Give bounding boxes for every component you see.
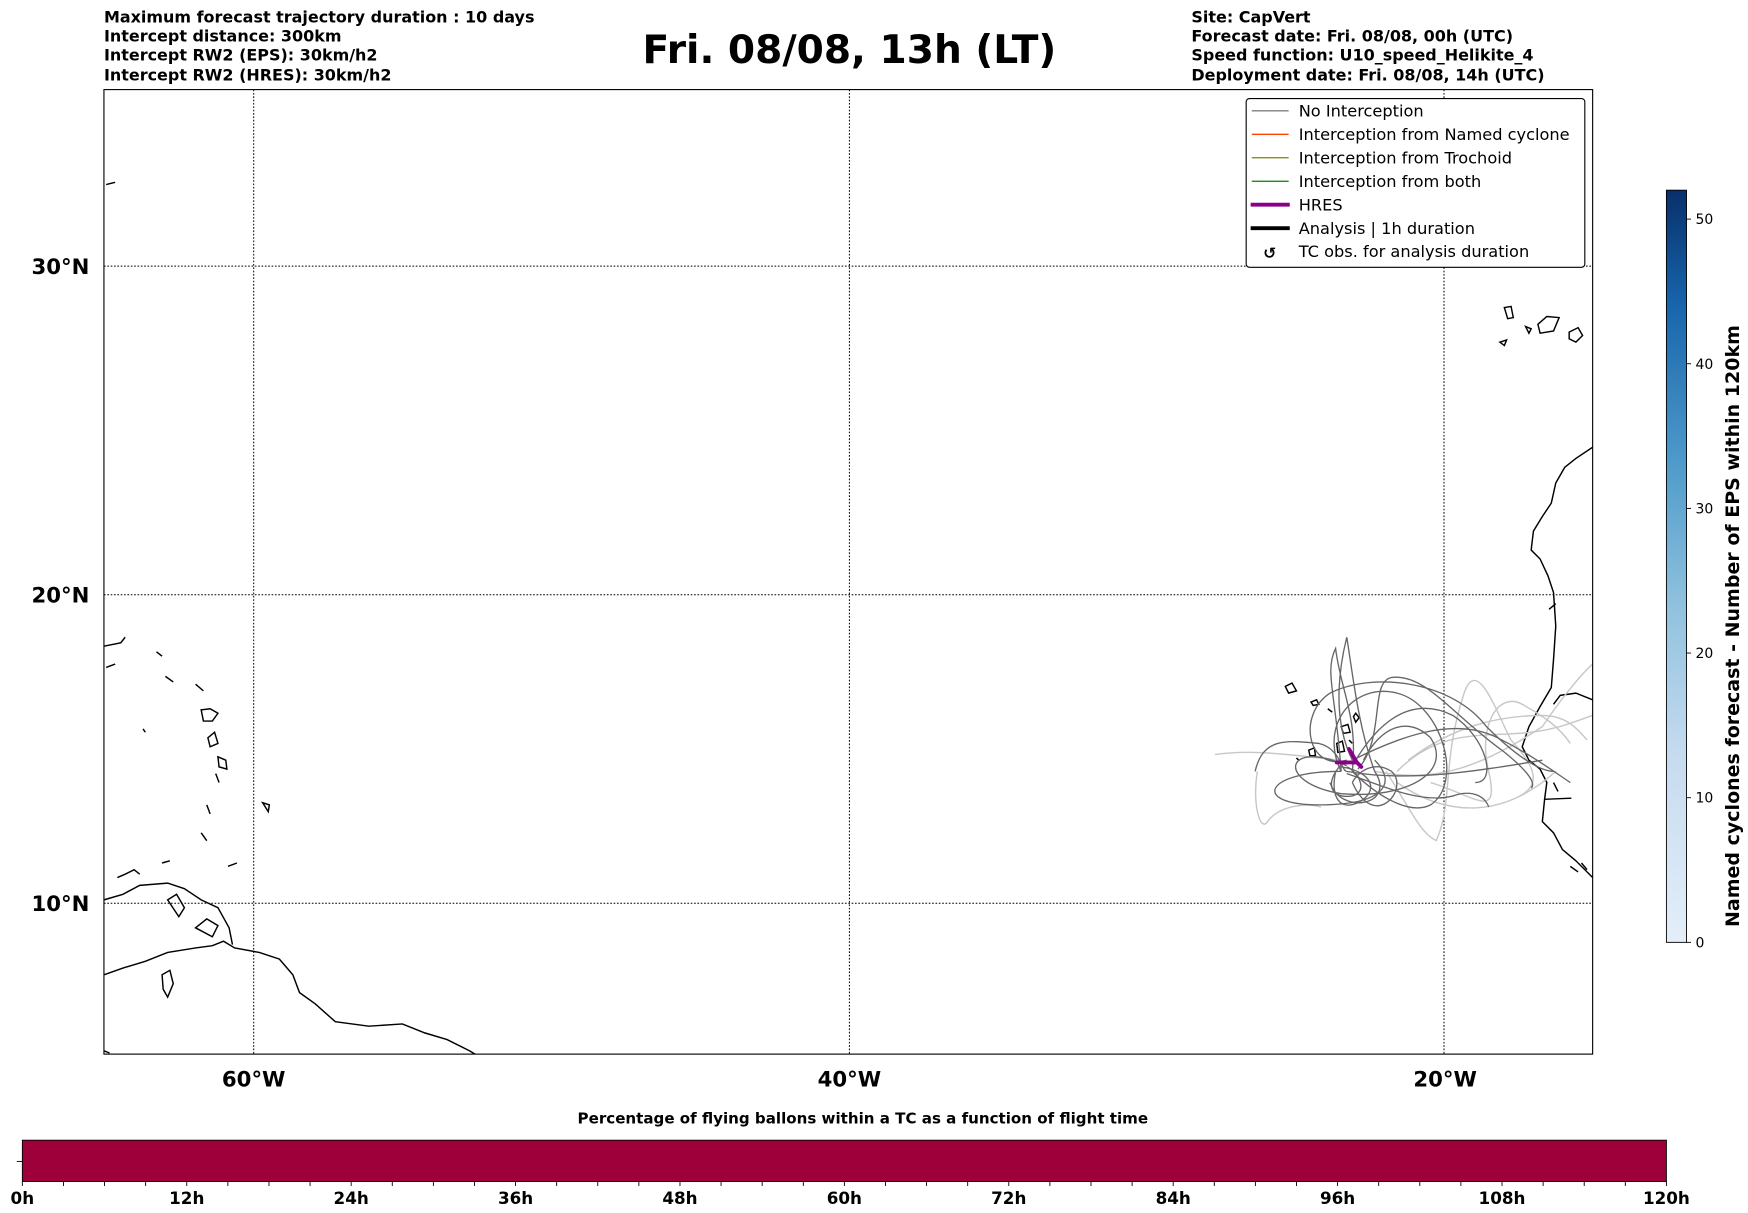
colorbar-tick-label: 20 [1695,646,1713,662]
colorbar-tick-label: 40 [1695,357,1713,373]
bottom-bar-tick-label: 24h [334,1188,369,1208]
tc-symbol-icon: ↺ [1263,243,1276,262]
legend: No Interception Interception from Named … [1245,97,1586,268]
legend-item: No Interception [1299,101,1424,120]
flight-time-bar: Percentage of flying ballons within a TC… [11,1109,1690,1207]
header-line: Speed function: U10_speed_Helikite_4 [1191,46,1533,65]
bottom-bar-tick-label: 0h [11,1188,35,1208]
header-line: Maximum forecast trajectory duration : 1… [104,8,535,27]
trajectory-line [1254,771,1322,825]
trajectory-line [1274,759,1386,806]
header-line: Deployment date: Fri. 08/08, 14h (UTC) [1191,66,1544,85]
legend-item: Interception from Named cyclone [1299,125,1570,144]
trajectory-line [1351,766,1398,807]
coast-venezuela-islands [103,882,234,999]
legend-item: Interception from Trochoid [1299,148,1512,167]
bottom-bar-title: Percentage of flying ballons within a TC… [578,1109,1149,1127]
trajectory-line [1333,690,1448,809]
trajectory-line [1214,751,1342,761]
lon-label: 20°W [1413,1068,1477,1093]
colorbar-label: Named cyclones forecast - Number of EPS … [1722,325,1744,927]
bottom-bar-tick-label: 72h [991,1188,1026,1208]
trajectory-line [1351,707,1488,784]
trajectory-line [1330,646,1355,772]
trajectory-line [1374,663,1593,777]
bottom-bar-tick-label: 60h [827,1188,862,1208]
header-right: Site: CapVert Forecast date: Fri. 08/08,… [1191,8,1544,85]
colorbar-fill [1665,189,1687,943]
bottom-bar-tick-label: 12h [169,1188,204,1208]
hres-trajectory [1334,747,1364,769]
trajectories-no-interception [1254,637,1571,809]
cyclone-colorbar: 0 10 20 30 40 50 Named cyclones forecast - Nu… [1665,189,1744,951]
colorbar-tick-label: 0 [1695,935,1704,951]
trajectory-line [1295,725,1437,796]
colorbar-tick-label: 10 [1695,791,1713,807]
lat-label: 30°N [32,255,90,280]
bottom-bar-tick-label: 120h [1643,1188,1690,1208]
lon-label: 60°W [222,1068,286,1093]
header-line: Intercept distance: 300km [104,27,342,46]
coast-antilles [103,181,271,1054]
colorbar-tick-label: 50 [1695,212,1713,228]
legend-item: Analysis | 1h duration [1299,219,1475,238]
header-left: Maximum forecast trajectory duration : 1… [104,8,535,85]
trajectory-line [1346,772,1490,808]
trajectory-line [1396,714,1593,772]
header-line: Forecast date: Fri. 08/08, 00h (UTC) [1191,27,1513,46]
trajectory-line [1352,727,1571,784]
coast-south-america [103,940,477,1055]
header-line: Site: CapVert [1191,8,1310,27]
bottom-bar-tick-label: 84h [1156,1188,1191,1208]
header-line: Intercept RW2 (EPS): 30km/h2 [104,46,378,65]
figure-title: Fri. 08/08, 13h (LT) [643,28,1057,73]
trajectory-line [1396,770,1557,809]
bottom-bar-tick-label: 48h [662,1188,697,1208]
coast-africa [1521,446,1593,879]
map-frame [103,89,1594,1055]
lat-label: 20°N [32,584,90,609]
trajectory-line [1254,740,1348,773]
trajectory-line [1385,679,1534,842]
bottom-bar-fill [21,1139,1667,1182]
lon-label: 40°W [818,1068,882,1093]
colorbar-tick-label: 30 [1695,501,1713,517]
legend-item: HRES [1299,195,1343,214]
coastlines [103,181,1593,1055]
trajectory-line [1357,676,1534,789]
trajectory-line [1329,637,1381,804]
legend-item: Interception from both [1299,172,1482,191]
trajectory-line [1309,681,1554,773]
trajectory-line [1330,764,1362,798]
bottom-bar-tick-label: 96h [1320,1188,1355,1208]
bottom-bar-tick-label: 36h [498,1188,533,1208]
lat-label: 10°N [32,892,90,917]
bottom-bar-tick-label: 108h [1479,1188,1526,1208]
header-line: Intercept RW2 (HRES): 30km/h2 [104,66,392,85]
coast-canary-islands [1498,305,1584,347]
map-panel: 30°N 20°N 10°N 60°W 40°W 20°W No Interce… [32,89,1594,1093]
trajectories-light [1214,663,1593,842]
legend-item: TC obs. for analysis duration [1298,242,1530,261]
